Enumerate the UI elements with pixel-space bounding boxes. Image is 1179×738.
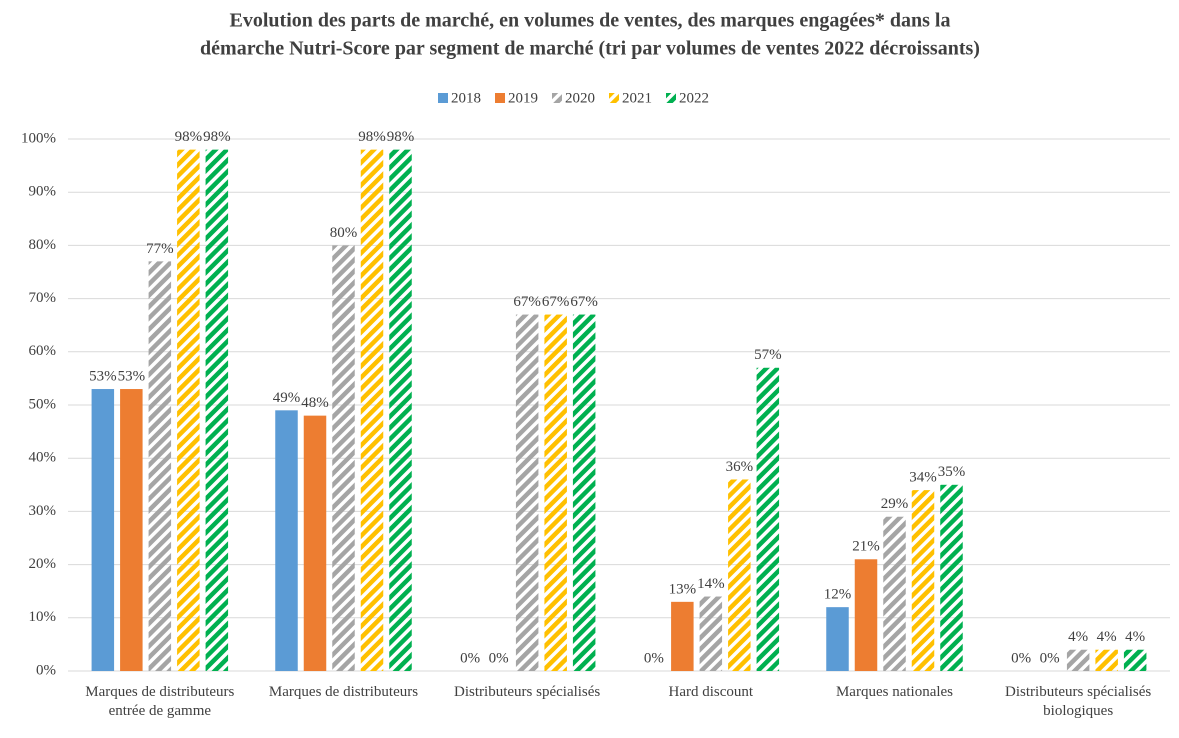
bar (148, 261, 172, 671)
legend-label: 2020 (565, 90, 595, 106)
data-label: 67% (570, 294, 598, 310)
x-tick-label: Distributeurs spécialisés biologiques (1005, 684, 1151, 719)
y-tick-label: 90% (29, 184, 57, 200)
data-label: 57% (754, 347, 782, 363)
x-tick-label: Hard discount (669, 684, 754, 700)
data-label: 34% (909, 470, 937, 486)
y-tick-label: 0% (36, 662, 56, 678)
data-label: 67% (513, 294, 541, 310)
data-label: 67% (542, 294, 570, 310)
bar (1066, 649, 1090, 671)
data-label: 0% (1011, 650, 1031, 666)
data-label: 49% (273, 390, 301, 406)
data-label: 13% (669, 581, 697, 597)
data-label: 98% (175, 129, 203, 145)
data-label: 29% (881, 496, 909, 512)
data-label: 12% (824, 587, 852, 603)
bar (91, 389, 115, 671)
data-label: 48% (301, 395, 329, 411)
bar (854, 559, 878, 671)
x-tick-label: Marques nationales (836, 684, 953, 700)
bar (883, 516, 906, 671)
bar (515, 314, 539, 671)
data-label: 0% (460, 650, 480, 666)
x-tick-label: Marques de distributeurs entrée de gamme (85, 684, 234, 719)
y-tick-label: 80% (29, 237, 57, 253)
x-tick-label: Marques de distributeurs (269, 684, 418, 700)
data-label: 36% (726, 459, 754, 475)
bar (389, 149, 412, 671)
data-label: 0% (1040, 650, 1060, 666)
data-label: 98% (203, 129, 231, 145)
data-label: 14% (697, 576, 725, 592)
y-tick-label: 60% (29, 343, 57, 359)
bar (177, 149, 200, 671)
bar (728, 479, 751, 671)
data-label: 0% (644, 650, 664, 666)
bar (572, 314, 596, 671)
y-tick-label: 10% (29, 609, 57, 625)
legend-swatch (552, 93, 562, 103)
data-label: 77% (146, 241, 174, 257)
data-label: 98% (387, 129, 415, 145)
legend-label: 2018 (451, 90, 481, 106)
legend-label: 2019 (508, 90, 538, 106)
data-label: 4% (1097, 629, 1117, 645)
legend-label: 2022 (679, 90, 709, 106)
data-label: 35% (938, 464, 966, 480)
bar (303, 415, 327, 671)
data-label: 21% (852, 539, 880, 555)
bar (940, 484, 963, 671)
data-label: 0% (489, 650, 509, 666)
y-tick-label: 70% (29, 290, 57, 306)
data-label: 53% (89, 368, 117, 384)
bar (120, 389, 143, 671)
bar (671, 601, 694, 671)
data-label: 4% (1125, 629, 1145, 645)
y-tick-label: 30% (29, 503, 57, 519)
legend-swatch (609, 93, 619, 103)
bar (699, 596, 723, 671)
x-tick-label: Distributeurs spécialisés (454, 684, 600, 700)
legend: 2018 2019 2020 2021 2022 (438, 90, 709, 106)
bar (205, 149, 229, 671)
bar (544, 314, 567, 671)
legend-swatch (495, 93, 505, 103)
data-label: 80% (330, 225, 358, 241)
data-label: 98% (358, 129, 386, 145)
bar (756, 367, 780, 671)
y-tick-label: 20% (29, 556, 57, 572)
bar (826, 607, 849, 671)
y-tick-label: 50% (29, 396, 57, 412)
y-tick-label: 40% (29, 450, 57, 466)
legend-swatch (666, 93, 676, 103)
legend-label: 2021 (622, 90, 652, 106)
y-tick-label: 100% (21, 130, 56, 146)
bar (1095, 649, 1118, 671)
chart-title: Evolution des parts de marché, en volume… (230, 10, 951, 32)
bar (1123, 649, 1147, 671)
legend-swatch (438, 93, 448, 103)
bar (911, 490, 935, 671)
bar (332, 245, 355, 671)
data-label: 53% (118, 368, 146, 384)
data-label: 4% (1068, 629, 1088, 645)
chart-title: démarche Nutri-Score par segment de marc… (200, 38, 980, 60)
bar (275, 410, 298, 671)
bar (360, 149, 384, 671)
